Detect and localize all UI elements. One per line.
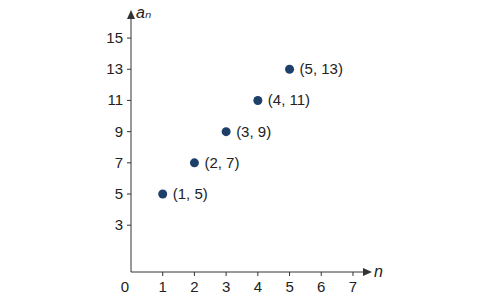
x-tick xyxy=(226,272,227,276)
x-tick-label: 7 xyxy=(349,278,357,295)
x-tick-label: 3 xyxy=(222,278,230,295)
x-tick-label: 2 xyxy=(190,278,198,295)
x-tick-label: 4 xyxy=(254,278,262,295)
y-tick xyxy=(127,194,131,195)
y-tick xyxy=(127,225,131,226)
x-tick xyxy=(321,272,322,276)
y-tick xyxy=(127,100,131,101)
y-tick xyxy=(127,69,131,70)
y-axis-arrow xyxy=(127,10,135,19)
point-label: (5, 13) xyxy=(300,60,343,77)
point-label: (4, 11) xyxy=(268,91,310,108)
point-label: (1, 5) xyxy=(173,185,208,202)
x-tick-label: 5 xyxy=(285,278,293,295)
y-tick-label: 3 xyxy=(115,216,123,233)
x-axis-arrow xyxy=(363,268,372,276)
x-tick-label: 1 xyxy=(159,278,167,295)
y-tick-label: 13 xyxy=(106,60,123,77)
point xyxy=(253,96,262,105)
x-tick xyxy=(289,272,290,276)
x-tick xyxy=(257,272,258,276)
chart-svg: 012345673579111315naₙ(1, 5)(2, 7)(3, 9)(… xyxy=(0,0,487,302)
y-tick xyxy=(127,162,131,163)
y-axis-label: aₙ xyxy=(136,4,151,21)
chart-container: 012345673579111315naₙ(1, 5)(2, 7)(3, 9)(… xyxy=(0,0,487,302)
x-axis-label: n xyxy=(374,263,383,280)
x-tick xyxy=(194,272,195,276)
x-tick xyxy=(352,272,353,276)
x-tick-label: 6 xyxy=(317,278,325,295)
y-tick-label: 11 xyxy=(107,91,123,108)
y-tick-label: 15 xyxy=(106,29,123,46)
point xyxy=(158,190,167,199)
x-tick xyxy=(162,272,163,276)
y-tick-label: 9 xyxy=(115,123,123,140)
y-tick xyxy=(127,131,131,132)
point xyxy=(222,127,231,136)
point-label: (3, 9) xyxy=(236,123,271,140)
point-label: (2, 7) xyxy=(204,154,239,171)
y-tick-label: 5 xyxy=(115,185,123,202)
y-tick-label: 7 xyxy=(115,154,123,171)
y-axis xyxy=(131,16,132,272)
point-labels: (1, 5) (2, 7) (3, 9) (4, 11) (5, 13) xyxy=(173,60,343,202)
points xyxy=(158,65,294,199)
x-tick-label: 0 xyxy=(121,278,129,295)
point xyxy=(285,65,294,74)
y-tick xyxy=(127,38,131,39)
point xyxy=(190,158,199,167)
x-axis xyxy=(131,272,366,273)
